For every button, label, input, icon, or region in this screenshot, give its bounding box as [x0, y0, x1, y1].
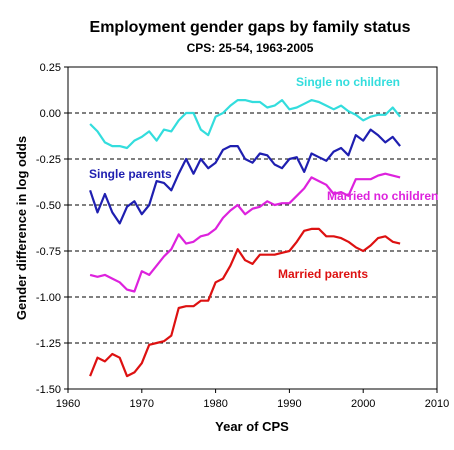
y-tick-label: 0.00 [40, 108, 61, 120]
series-line-3 [89, 227, 401, 378]
y-axis-ticks: 0.25 0.00 -0.25 -0.50 -0.75 -1.00 -1.25 -1.50 [36, 62, 68, 396]
y-tick-label: -1.25 [36, 338, 61, 350]
series-labels: Single no children Single parents Married … [89, 75, 438, 281]
x-tick-label: 1980 [203, 398, 227, 410]
y-tick-label: -1.00 [36, 292, 61, 304]
y-tick-label: -0.25 [36, 154, 61, 166]
x-tick-label: 1960 [56, 398, 80, 410]
series-lines [89, 98, 401, 378]
series-line-0 [89, 98, 401, 150]
x-tick-label: 1990 [277, 398, 301, 410]
series-label-2: Married no children [327, 189, 438, 203]
series-line-1 [89, 128, 401, 225]
series-label-0: Single no children [296, 75, 400, 89]
series-line-2 [89, 172, 401, 293]
x-axis-ticks: 1960 1970 1980 1990 2000 2010 [56, 389, 449, 410]
x-axis-title: Year of CPS [215, 419, 289, 434]
series-label-3: Married parents [278, 267, 368, 281]
grid-lines [68, 112, 437, 344]
x-tick-label: 2000 [351, 398, 375, 410]
plot-area-frame [67, 66, 438, 390]
series-label-1: Single parents [89, 167, 172, 181]
chart-title: Employment gender gaps by family status [90, 19, 411, 36]
y-tick-label: -0.50 [36, 200, 61, 212]
chart-subtitle: CPS: 25-54, 1963-2005 [187, 41, 314, 55]
y-tick-label: -0.75 [36, 246, 61, 258]
y-tick-label: -1.50 [36, 384, 61, 396]
y-tick-label: 0.25 [40, 62, 61, 74]
x-tick-label: 1970 [130, 398, 154, 410]
y-axis-title: Gender difference in log odds [14, 136, 29, 320]
x-tick-label: 2010 [425, 398, 449, 410]
